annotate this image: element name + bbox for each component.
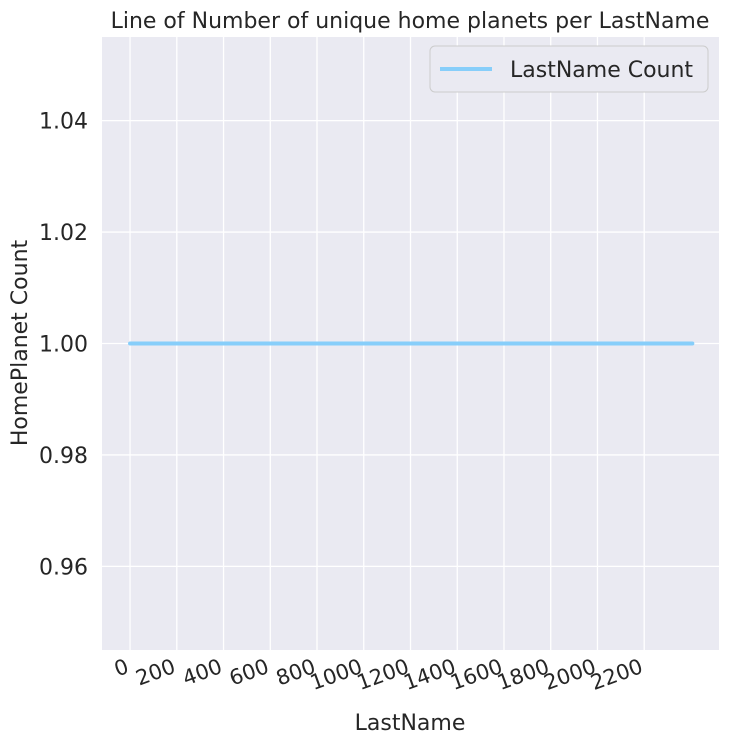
legend-box [429, 45, 709, 93]
x-tick-label: 600 [226, 654, 272, 690]
y-axis-label: HomePlanet Count [8, 239, 33, 446]
y-tick-label: 1.02 [39, 221, 88, 246]
x-tick-labels: 0 200 400 600 800100012001400160018002000220… [111, 654, 646, 695]
y-tick-label: 1.04 [39, 110, 88, 135]
x-tick-label: 200 [133, 654, 179, 690]
x-tick-label: 0 [111, 654, 132, 681]
y-tick-labels: 0.96 0.98 1.00 1.02 1.04 [39, 110, 88, 581]
x-axis-label: LastName [355, 711, 466, 736]
legend: LastName Count [429, 45, 709, 93]
x-tick-label: 2200 [587, 654, 645, 695]
y-tick-label: 0.96 [39, 555, 88, 580]
x-tick-label: 400 [179, 654, 225, 690]
y-tick-label: 0.98 [39, 444, 88, 469]
legend-label: LastName Count [510, 58, 693, 83]
chart-title: Line of Number of unique home planets pe… [111, 9, 710, 34]
y-tick-label: 1.00 [39, 333, 88, 358]
